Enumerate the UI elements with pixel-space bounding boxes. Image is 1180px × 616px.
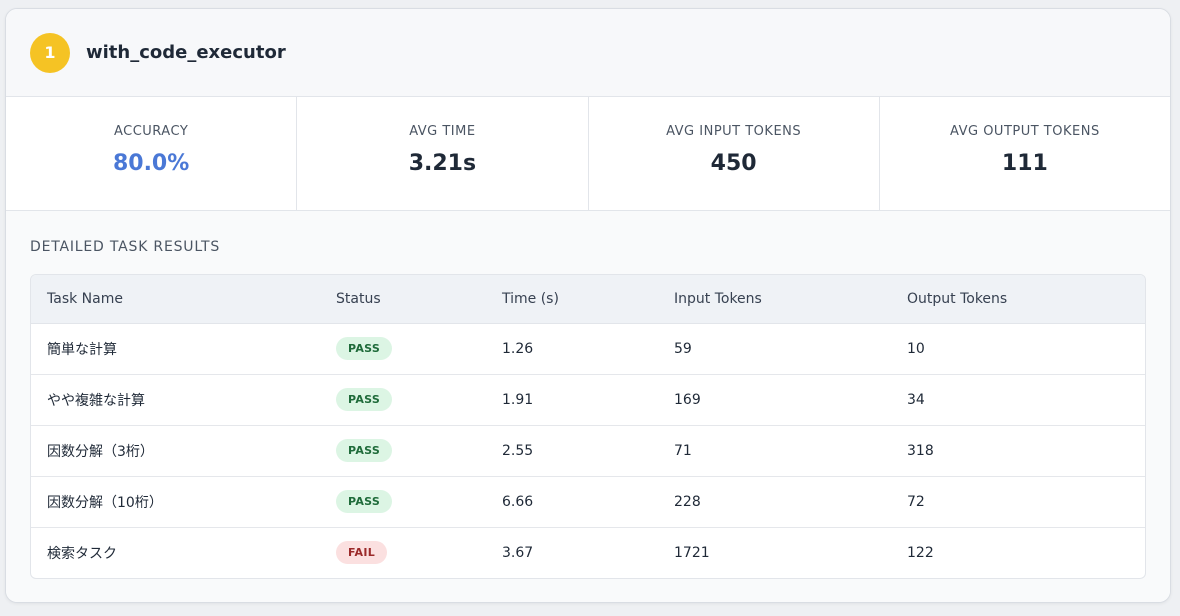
results-table: Task Name Status Time (s) Input Tokens O… [31,275,1145,578]
metric-label: AVG OUTPUT TOKENS [950,124,1100,139]
metric-value: 111 [1001,151,1048,176]
status-badge: PASS [336,439,393,462]
output-tokens-cell: 10 [891,323,1145,375]
column-header-task-name: Task Name [31,275,320,324]
output-tokens-cell: 34 [891,374,1145,426]
table-header-row: Task Name Status Time (s) Input Tokens O… [31,275,1145,324]
result-card: 1 with_code_executor ACCURACY 80.0% AVG … [5,8,1171,603]
rank-badge: 1 [30,32,70,73]
time-cell: 1.26 [486,323,658,375]
status-badge: PASS [336,490,393,513]
table-row: 検索タスク FAIL 3.67 1721 122 [31,527,1145,578]
metrics-row: ACCURACY 80.0% AVG TIME 3.21s AVG INPUT … [6,97,1170,211]
column-header-input-tokens: Input Tokens [658,275,891,324]
table-row: やや複雑な計算 PASS 1.91 169 34 [31,374,1145,426]
output-tokens-cell: 122 [907,544,934,561]
input-tokens-cell: 228 [658,476,891,528]
task-name-cell: 簡単な計算 [31,323,320,375]
task-name-cell: 検索タスク [47,545,117,562]
task-name-cell: 因数分解（3桁） [31,425,320,477]
table-row: 簡単な計算 PASS 1.26 59 10 [31,323,1145,375]
metric-avg-input-tokens: AVG INPUT TOKENS 450 [589,97,880,210]
status-cell: FAIL [320,527,486,578]
metric-label: ACCURACY [113,124,189,139]
input-tokens-cell: 169 [658,374,891,426]
output-tokens-cell: 318 [891,425,1145,477]
status-cell: PASS [320,374,486,426]
metric-avg-output-tokens: AVG OUTPUT TOKENS 111 [880,97,1170,210]
card-header: 1 with_code_executor [6,9,1170,97]
status-cell: PASS [320,476,486,528]
status-badge: PASS [336,337,393,360]
details-section: DETAILED TASK RESULTS Task Name Status T… [6,211,1170,602]
metric-accuracy: ACCURACY 80.0% [6,97,298,210]
time-cell: 1.91 [486,374,658,426]
status-badge: FAIL [336,541,388,564]
time-cell: 2.55 [486,425,658,477]
metric-label: AVG INPUT TOKENS [666,124,802,139]
column-header-output-tokens: Output Tokens [891,275,1145,324]
metric-label: AVG TIME [409,124,476,139]
output-tokens-cell: 72 [891,476,1145,528]
input-tokens-cell: 59 [658,323,891,375]
section-title: DETAILED TASK RESULTS [30,239,221,255]
metric-value: 80.0% [112,151,190,176]
metric-value: 450 [710,151,757,176]
input-tokens-cell: 71 [658,425,891,477]
input-tokens-cell: 1721 [674,544,710,561]
time-cell: 3.67 [502,544,534,561]
task-name-cell: やや複雑な計算 [31,374,320,426]
table-row: 因数分解（10桁） PASS 6.66 228 72 [31,476,1145,528]
column-header-status: Status [320,275,486,324]
time-cell: 6.66 [486,476,658,528]
status-badge: PASS [336,388,393,411]
metric-avg-time: AVG TIME 3.21s [297,97,589,210]
config-name: with_code_executor [86,42,286,63]
task-name-cell: 因数分解（10桁） [31,476,320,528]
column-header-time: Time (s) [486,275,658,324]
status-cell: PASS [320,425,486,477]
results-table-wrapper: Task Name Status Time (s) Input Tokens O… [30,274,1146,579]
metric-value: 3.21s [408,151,477,176]
table-row: 因数分解（3桁） PASS 2.55 71 318 [31,425,1145,477]
status-cell: PASS [320,323,486,375]
